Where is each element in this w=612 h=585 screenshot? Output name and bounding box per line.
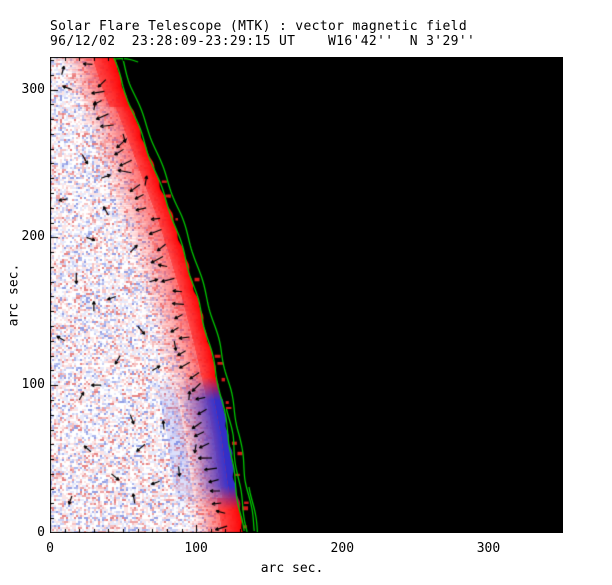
y-tick-label: 100 (21, 377, 45, 393)
x-tick-label: 300 (476, 541, 501, 556)
x-tick-label: 100 (184, 541, 208, 556)
y-tick-label: 0 (37, 525, 45, 540)
figure-title: Solar Flare Telescope (MTK) : vector mag… (50, 19, 468, 34)
y-tick-label: 200 (21, 229, 45, 245)
figure-subtitle: 96/12/02 23:28:09-23:29:15 UT W16'42'' N… (50, 34, 476, 49)
y-axis-label: arc sec. (6, 263, 22, 327)
magnetogram-plot-area (50, 57, 563, 533)
y-tick-label: 300 (21, 81, 45, 97)
x-tick-label: 0 (46, 541, 54, 556)
x-axis-label: arc sec. (260, 561, 324, 576)
x-tick-label: 200 (330, 541, 355, 556)
